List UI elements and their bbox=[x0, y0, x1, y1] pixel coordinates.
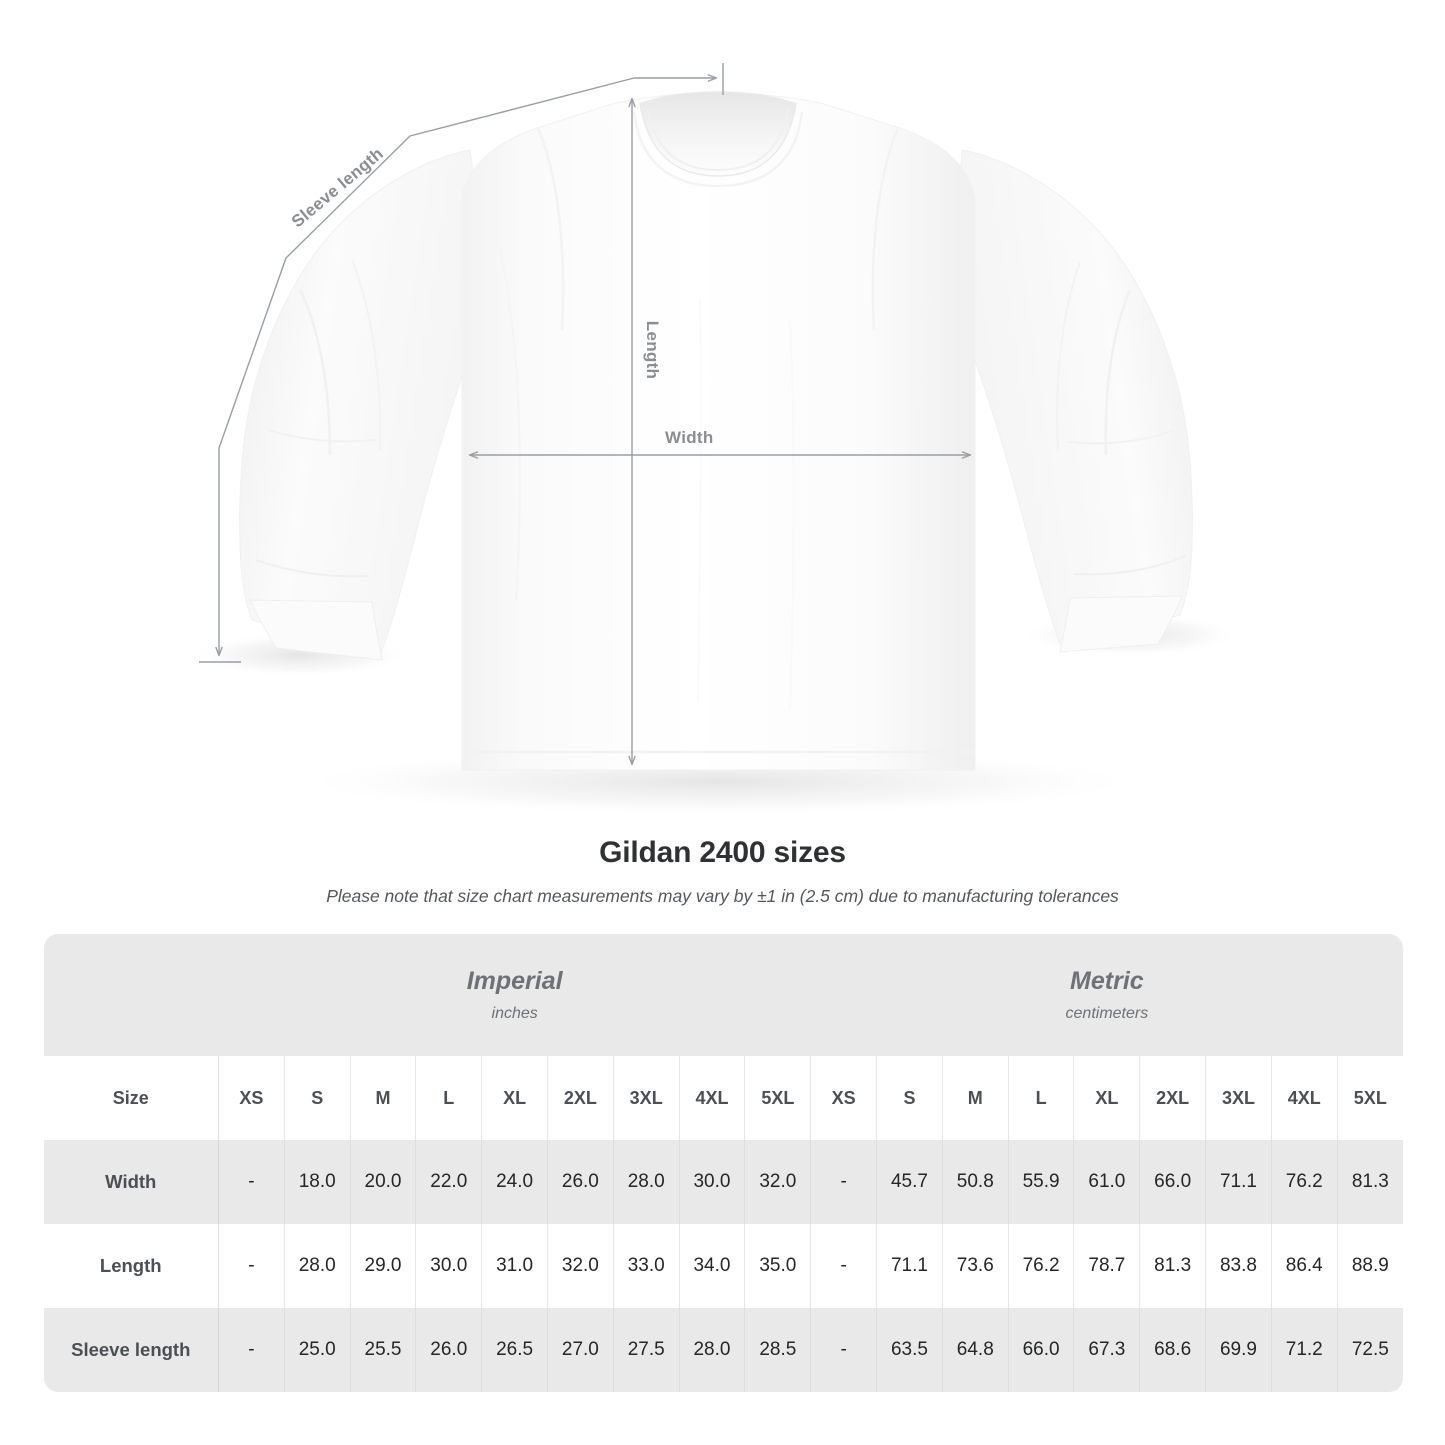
measurement-row-label: Width bbox=[43, 1140, 219, 1224]
measurement-cell: 25.0 bbox=[284, 1308, 351, 1392]
measurement-cell: 22.0 bbox=[415, 1140, 483, 1224]
measurement-cell: - bbox=[218, 1308, 285, 1392]
size-column-header: 5XL bbox=[1337, 1056, 1403, 1140]
size-chart-table: Imperial inches Metric centimeters Size … bbox=[43, 934, 1403, 1392]
tolerance-note: Please note that size chart measurements… bbox=[326, 886, 1119, 906]
measurement-cell: 28.0 bbox=[613, 1140, 680, 1224]
measurement-cell: 81.3 bbox=[1337, 1140, 1403, 1224]
size-table-container: Imperial inches Metric centimeters Size … bbox=[43, 934, 1403, 1392]
measurement-cell: 71.1 bbox=[1205, 1140, 1272, 1224]
measurement-cell: 67.3 bbox=[1073, 1308, 1141, 1392]
width-label: Width bbox=[665, 428, 714, 447]
measurement-cell: 76.2 bbox=[1008, 1224, 1075, 1308]
measurement-cell: 27.0 bbox=[547, 1308, 614, 1392]
measurement-cell: 66.0 bbox=[1008, 1308, 1075, 1392]
measurement-cell: 26.0 bbox=[415, 1308, 483, 1392]
measurement-cell: 20.0 bbox=[350, 1140, 417, 1224]
unit-band-imperial: Imperial inches bbox=[218, 934, 811, 1056]
measurement-cell: 76.2 bbox=[1271, 1140, 1338, 1224]
measurement-cell: 30.0 bbox=[679, 1140, 746, 1224]
measurement-cell: 73.6 bbox=[942, 1224, 1009, 1308]
measurement-cell: - bbox=[218, 1224, 285, 1308]
measurement-cell: 34.0 bbox=[679, 1224, 746, 1308]
measurement-cell: 78.7 bbox=[1073, 1224, 1141, 1308]
measurement-cell: 31.0 bbox=[481, 1224, 548, 1308]
measurement-cell: - bbox=[810, 1308, 878, 1392]
metric-system-label: Metric bbox=[1070, 967, 1144, 996]
size-column-header: XL bbox=[481, 1056, 548, 1140]
table-row: Width -18.0 20.0 22.0 24.0 26.0 28.0 30.0 32.0-4… bbox=[43, 1140, 1403, 1224]
size-header-label: Size bbox=[43, 1056, 219, 1140]
measurement-cell: 66.0 bbox=[1139, 1140, 1207, 1224]
imperial-system-label: Imperial bbox=[466, 967, 563, 996]
size-column-header: 2XL bbox=[1139, 1056, 1207, 1140]
size-column-header: XL bbox=[1073, 1056, 1141, 1140]
measurement-cell: 55.9 bbox=[1008, 1140, 1075, 1224]
measurement-cell: 28.0 bbox=[679, 1308, 746, 1392]
measurement-cell: 61.0 bbox=[1073, 1140, 1141, 1224]
table-row: Length -28.0 29.0 30.0 31.0 32.0 33.0 34.0 35.0-… bbox=[43, 1224, 1403, 1308]
metric-unit-label: centimeters bbox=[1065, 1004, 1149, 1022]
measurement-cell: 69.9 bbox=[1205, 1308, 1272, 1392]
measurement-cell: 50.8 bbox=[942, 1140, 1009, 1224]
imperial-unit-label: inches bbox=[491, 1004, 538, 1022]
measurement-cell: 64.8 bbox=[942, 1308, 1009, 1392]
unit-system-band: Imperial inches Metric centimeters bbox=[43, 934, 1403, 1056]
size-column-header: S bbox=[284, 1056, 351, 1140]
measurement-cell: 28.5 bbox=[744, 1308, 812, 1392]
page-title: Gildan 2400 sizes bbox=[599, 836, 846, 869]
measurement-cell: 28.0 bbox=[284, 1224, 351, 1308]
measurement-guides bbox=[199, 63, 972, 766]
measurement-cell: - bbox=[810, 1224, 878, 1308]
garment-illustration: Sleeve length Length Width bbox=[190, 63, 1240, 816]
size-column-header: 3XL bbox=[1205, 1056, 1272, 1140]
size-column-header: M bbox=[942, 1056, 1009, 1140]
unit-band-spacer bbox=[43, 934, 219, 1056]
size-column-header: 4XL bbox=[679, 1056, 746, 1140]
measurement-cell: 86.4 bbox=[1271, 1224, 1338, 1308]
measurement-cell: 45.7 bbox=[876, 1140, 943, 1224]
chart-caption: Gildan 2400 sizes Please note that size … bbox=[0, 836, 1445, 907]
size-column-header: 4XL bbox=[1271, 1056, 1338, 1140]
size-column-header: L bbox=[415, 1056, 483, 1140]
measurement-cell: 71.1 bbox=[876, 1224, 943, 1308]
measurement-cell: 88.9 bbox=[1337, 1224, 1403, 1308]
unit-band-metric: Metric centimeters bbox=[810, 934, 1403, 1056]
size-column-header: M bbox=[350, 1056, 417, 1140]
measurement-cell: 81.3 bbox=[1139, 1224, 1207, 1308]
size-column-header: 5XL bbox=[744, 1056, 812, 1140]
size-column-header: L bbox=[1008, 1056, 1075, 1140]
measurement-row-label: Sleeve length bbox=[43, 1308, 219, 1392]
measurement-cell: 24.0 bbox=[481, 1140, 548, 1224]
measurement-cell: 27.5 bbox=[613, 1308, 680, 1392]
measurement-cell: - bbox=[218, 1140, 285, 1224]
size-column-header: 3XL bbox=[613, 1056, 680, 1140]
size-column-header: S bbox=[876, 1056, 943, 1140]
measurement-row-label: Length bbox=[43, 1224, 219, 1308]
measurement-cell: 32.0 bbox=[547, 1224, 614, 1308]
table-header-row: Size XS S M L XL 2XL 3XL 4XL 5XL XS S M L XL 2XL 3XL 4XL… bbox=[43, 1056, 1403, 1140]
measurement-cell: - bbox=[810, 1140, 878, 1224]
measurement-cell: 68.6 bbox=[1139, 1308, 1207, 1392]
measurement-cell: 30.0 bbox=[415, 1224, 483, 1308]
size-column-header: XS bbox=[218, 1056, 285, 1140]
measurement-cell: 25.5 bbox=[350, 1308, 417, 1392]
measurement-cell: 63.5 bbox=[876, 1308, 943, 1392]
measurement-cell: 33.0 bbox=[613, 1224, 680, 1308]
measurement-cell: 71.2 bbox=[1271, 1308, 1338, 1392]
table-row: Sleeve length -25.0 25.5 26.0 26.5 27.0 27.5 28… bbox=[43, 1308, 1403, 1392]
measurement-cell: 72.5 bbox=[1337, 1308, 1403, 1392]
measurement-cell: 18.0 bbox=[284, 1140, 351, 1224]
measurement-cell: 29.0 bbox=[350, 1224, 417, 1308]
measurement-cell: 26.0 bbox=[547, 1140, 614, 1224]
measurement-cell: 32.0 bbox=[744, 1140, 812, 1224]
length-label: Length bbox=[643, 320, 663, 380]
size-column-header: 2XL bbox=[547, 1056, 614, 1140]
measurement-cell: 26.5 bbox=[481, 1308, 548, 1392]
sleeve-length-guide bbox=[215, 74, 718, 657]
measurement-cell: 83.8 bbox=[1205, 1224, 1272, 1308]
measurement-cell: 35.0 bbox=[744, 1224, 812, 1308]
size-column-header: XS bbox=[810, 1056, 878, 1140]
